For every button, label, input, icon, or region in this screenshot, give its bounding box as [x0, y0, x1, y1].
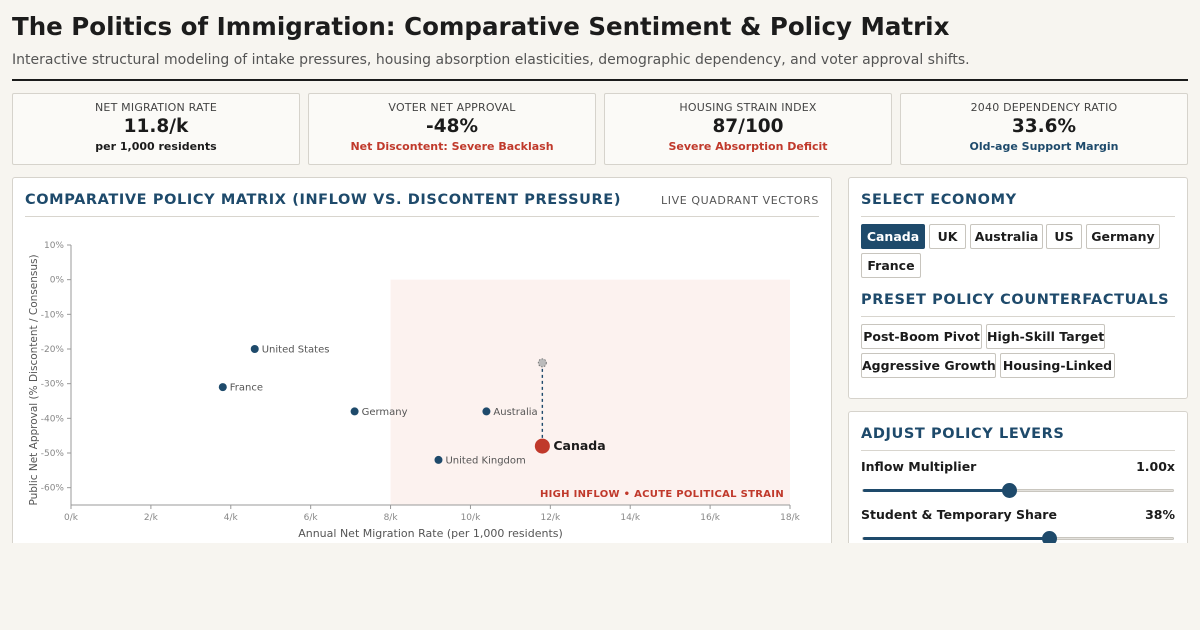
data-point — [350, 407, 359, 416]
lever-value-student-share: 38% — [1145, 507, 1175, 522]
kpi-label: NET MIGRATION RATE — [94, 101, 217, 114]
kpi-voter-net-approval: VOTER NET APPROVAL -48% Net Discontent: … — [308, 93, 596, 165]
y-tick-label: 0% — [50, 276, 65, 286]
economy-button-france[interactable]: France — [861, 253, 921, 278]
scatter-chart: HIGH INFLOW • ACUTE POLITICAL STRAIN 10% 0… — [28, 241, 801, 540]
kpi-label: HOUSING STRAIN INDEX — [679, 101, 817, 114]
presets-heading: PRESET POLICY COUNTERFACTUALS — [861, 292, 1170, 308]
data-point — [250, 345, 259, 353]
economy-button-us[interactable]: US — [1046, 224, 1082, 249]
live-quadrant-label: LIVE QUADRANT VECTORS — [661, 194, 819, 207]
slider-thumb[interactable] — [1001, 483, 1017, 498]
kpi-sub: Old-age Support Margin — [969, 140, 1119, 153]
levers-heading: ADJUST POLICY LEVERS — [861, 426, 1065, 442]
x-tick-label: 8/k — [384, 513, 399, 523]
controls-panel: SELECT ECONOMY Canada UK Australia US Ge… — [848, 177, 1188, 399]
y-tick-label: 10% — [44, 241, 64, 251]
y-axis-label: Public Net Approval (% Discontent / Cons… — [28, 254, 40, 505]
student-temporary-share-slider[interactable] — [862, 531, 1174, 546]
y-tick-label: -40% — [41, 414, 65, 424]
y-tick-label: -60% — [41, 484, 65, 494]
x-tick-label: 10/k — [461, 513, 481, 523]
select-economy-heading: SELECT ECONOMY — [861, 192, 1017, 208]
kpi-sub: per 1,000 residents — [95, 140, 217, 153]
data-point-label: Germany — [362, 407, 408, 418]
data-point — [482, 407, 491, 416]
levers-panel: ADJUST POLICY LEVERS Inflow Multiplier 1… — [848, 411, 1188, 547]
kpi-value: 11.8/k — [123, 116, 189, 137]
x-tick-label: 14/k — [620, 513, 640, 523]
header-divider — [12, 79, 1188, 81]
kpi-value: -48% — [426, 116, 478, 137]
page-title: The Politics of Immigration: Comparative… — [12, 12, 950, 41]
x-tick-label: 0/k — [64, 513, 79, 523]
preset-button-post-boom-pivot[interactable]: Post-Boom Pivot — [861, 324, 982, 349]
presets-divider — [861, 316, 1175, 317]
lever-label-student-share: Student & Temporary Share — [861, 507, 1057, 522]
kpi-net-migration-rate: NET MIGRATION RATE 11.8/k per 1,000 resi… — [12, 93, 300, 165]
vector-origin-point — [537, 358, 547, 368]
slider-thumb[interactable] — [1042, 531, 1057, 546]
data-point-label-selected: Canada — [553, 438, 605, 453]
economy-button-australia[interactable]: Australia — [970, 224, 1043, 249]
kpi-value: 33.6% — [1011, 116, 1077, 137]
x-tick-label: 6/k — [304, 513, 319, 523]
page-subtitle: Interactive structural modeling of intak… — [12, 52, 970, 68]
slider-fill — [863, 489, 1009, 492]
y-tick-label: -30% — [41, 380, 65, 390]
preset-button-high-skill-target[interactable]: High-Skill Target — [986, 324, 1105, 349]
slider-fill — [863, 537, 1049, 540]
y-tick-label: -50% — [41, 449, 65, 459]
x-tick-label: 16/k — [700, 513, 720, 523]
lever-value-inflow: 1.00x — [1136, 459, 1175, 474]
danger-zone — [390, 279, 790, 505]
x-tick-label: 4/k — [224, 513, 239, 523]
x-axis-label: Annual Net Migration Rate (per 1,000 res… — [298, 527, 563, 540]
kpi-label: VOTER NET APPROVAL — [388, 101, 516, 114]
data-point — [218, 383, 227, 392]
matrix-divider — [25, 216, 819, 217]
data-point-label: United Kingdom — [445, 455, 525, 466]
lever-label-inflow: Inflow Multiplier — [861, 459, 977, 474]
data-point-label: Australia — [493, 407, 537, 418]
preset-button-aggressive-growth[interactable]: Aggressive Growth — [861, 353, 996, 378]
policy-matrix-panel: COMPARATIVE POLICY MATRIX (INFLOW VS. DI… — [12, 177, 832, 547]
data-point — [434, 455, 443, 464]
preset-button-housing-linked[interactable]: Housing-Linked — [1000, 353, 1115, 378]
matrix-heading: COMPARATIVE POLICY MATRIX (INFLOW VS. DI… — [25, 192, 622, 208]
data-point-label: France — [230, 383, 263, 394]
x-tick-label: 18/k — [780, 513, 800, 523]
y-tick-label: -10% — [41, 310, 65, 320]
kpi-dependency-ratio: 2040 DEPENDENCY RATIO 33.6% Old-age Supp… — [900, 93, 1188, 165]
economy-button-germany[interactable]: Germany — [1086, 224, 1160, 249]
economy-button-canada[interactable]: Canada — [861, 224, 925, 249]
kpi-sub: Severe Absorption Deficit — [668, 140, 828, 153]
kpi-housing-strain-index: HOUSING STRAIN INDEX 87/100 Severe Absor… — [604, 93, 892, 165]
kpi-label: 2040 DEPENDENCY RATIO — [970, 101, 1118, 114]
x-tick-label: 2/k — [144, 513, 159, 523]
inflow-multiplier-slider[interactable] — [862, 483, 1174, 498]
x-tick-label: 12/k — [540, 513, 560, 523]
data-point-label: United States — [262, 345, 330, 356]
page-footer-area — [0, 543, 1200, 630]
data-point-selected — [534, 438, 550, 454]
economy-divider — [861, 216, 1175, 217]
kpi-sub: Net Discontent: Severe Backlash — [350, 140, 554, 153]
economy-button-uk[interactable]: UK — [929, 224, 966, 249]
zone-label: HIGH INFLOW • ACUTE POLITICAL STRAIN — [540, 489, 784, 500]
kpi-value: 87/100 — [712, 116, 784, 137]
levers-divider — [861, 450, 1175, 451]
y-tick-label: -20% — [41, 345, 65, 355]
